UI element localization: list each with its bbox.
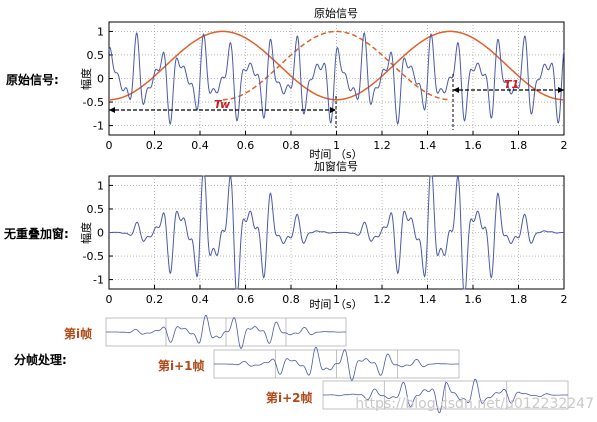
top-row-label: 原始信号: bbox=[6, 72, 59, 87]
x-tick-label: 0.6 bbox=[237, 139, 255, 152]
frame-3: 第i+2帧 bbox=[266, 378, 569, 414]
t1-arrow-head-left bbox=[453, 87, 459, 93]
x-tick-label: 1.6 bbox=[464, 293, 482, 306]
top-plot-x-ticks: 0 0.2 0.4 0.6 0.8 1 1.2 1.4 1.6 1.8 2 bbox=[106, 131, 568, 152]
y-tick-label: 1 bbox=[97, 179, 104, 192]
bottom-plot-y-ticks: 1 0.5 0 -0.5 -1 bbox=[83, 179, 113, 287]
top-plot-title: 原始信号 bbox=[314, 6, 358, 20]
top-plot-grid bbox=[109, 22, 564, 135]
t1-arrow-head-right bbox=[558, 87, 564, 93]
frame-2-label: 第i+1帧 bbox=[158, 358, 205, 373]
x-tick-label: 1 bbox=[333, 139, 340, 152]
x-tick-label: 0 bbox=[106, 293, 113, 306]
y-tick-label: 0 bbox=[97, 227, 104, 240]
tw-arrow-head-right bbox=[330, 107, 336, 113]
y-tick-label: 0 bbox=[97, 73, 104, 86]
frame-signal-line bbox=[106, 314, 346, 350]
x-tick-label: 2 bbox=[561, 139, 568, 152]
y-tick-label: -0.5 bbox=[83, 250, 104, 263]
x-tick-label: 0.6 bbox=[237, 293, 255, 306]
watermark-text: https://blog.csdn.net/u012232247 bbox=[355, 396, 594, 412]
y-tick-label: -1 bbox=[93, 120, 104, 133]
y-tick-label: -1 bbox=[93, 274, 104, 287]
x-tick-label: 1.8 bbox=[510, 293, 528, 306]
x-tick-label: 0.4 bbox=[191, 139, 209, 152]
frame-signal-line bbox=[214, 346, 459, 382]
x-tick-label: 1.2 bbox=[373, 293, 391, 306]
windowed-signal-line bbox=[109, 174, 564, 290]
x-tick-label: 1 bbox=[333, 293, 340, 306]
y-tick-label: 0.5 bbox=[87, 203, 105, 216]
bottom-plot-grid bbox=[109, 176, 564, 289]
frames-title: 分帧处理: bbox=[14, 352, 67, 367]
x-tick-label: 0.2 bbox=[146, 293, 164, 306]
x-tick-label: 1.4 bbox=[419, 139, 437, 152]
y-tick-label: 0.5 bbox=[87, 49, 105, 62]
tw-arrow-head-left bbox=[109, 107, 115, 113]
x-tick-label: 2 bbox=[561, 293, 568, 306]
x-tick-label: 0.2 bbox=[146, 139, 164, 152]
bottom-plot-x-ticks: 0 0.2 0.4 0.6 0.8 1 1.2 1.4 1.6 1.8 2 bbox=[106, 285, 568, 306]
t1-label-right: T1 bbox=[504, 78, 519, 91]
y-tick-label: 1 bbox=[97, 25, 104, 38]
window-curve-solid bbox=[109, 30, 564, 101]
x-tick-label: 0.8 bbox=[282, 139, 300, 152]
x-tick-label: 0 bbox=[106, 139, 113, 152]
frame-signal-line bbox=[323, 378, 568, 414]
t1-annotation-right: T1 bbox=[452, 74, 564, 130]
frame-2: 第i+1帧 bbox=[158, 346, 460, 382]
top-plot-y-ticks: 1 0.5 0 -0.5 -1 bbox=[83, 25, 113, 133]
frames-section: 分帧处理: 第i帧 第i+1帧 第i+2帧 bbox=[14, 314, 569, 414]
bottom-plot-title: 加窗信号 bbox=[314, 159, 358, 173]
x-tick-label: 1.6 bbox=[464, 139, 482, 152]
x-tick-label: 1.2 bbox=[373, 139, 391, 152]
top-plot-ylabel: 幅度 bbox=[79, 68, 93, 90]
top-plot: 原始信号 1 0.5 0 -0.5 -1 0 0.2 0.4 0.6 0.8 1 1.2 1.4 1.6… bbox=[6, 6, 568, 161]
bottom-plot: 加窗信号 1 0.5 0 -0.5 -1 0 0.2 0.4 0.6 0.8 1 1.2 1.4 1.6… bbox=[3, 159, 568, 311]
frame-1: 第i帧 bbox=[64, 314, 347, 350]
x-tick-label: 1.8 bbox=[510, 139, 528, 152]
tw-annotation-left: Tw bbox=[109, 96, 337, 128]
frame-3-label: 第i+2帧 bbox=[266, 390, 313, 405]
tw-label-left: Tw bbox=[214, 98, 231, 111]
x-tick-label: 0.4 bbox=[191, 293, 209, 306]
frame-1-label: 第i帧 bbox=[64, 326, 92, 341]
y-tick-label: -0.5 bbox=[83, 96, 104, 109]
original-signal-line bbox=[108, 31, 565, 126]
x-tick-label: 1.4 bbox=[419, 293, 437, 306]
top-plot-xlabel: 时间 （s） bbox=[309, 148, 362, 161]
bottom-plot-ylabel: 幅度 bbox=[79, 222, 93, 244]
bottom-row-label: 无重叠加窗: bbox=[3, 226, 69, 241]
bottom-plot-xlabel: 时间 （s） bbox=[309, 298, 362, 311]
window-curve-dashed bbox=[222, 30, 451, 101]
x-tick-label: 0.8 bbox=[282, 293, 300, 306]
